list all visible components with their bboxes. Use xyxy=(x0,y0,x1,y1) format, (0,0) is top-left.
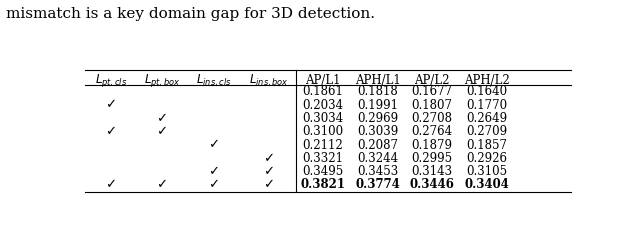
Text: 0.3039: 0.3039 xyxy=(357,125,398,138)
Text: 0.2764: 0.2764 xyxy=(412,125,452,138)
Text: 0.3446: 0.3446 xyxy=(410,179,454,192)
Text: 0.3100: 0.3100 xyxy=(303,125,344,138)
Text: ✓: ✓ xyxy=(263,179,274,192)
Text: 0.2087: 0.2087 xyxy=(357,138,398,151)
Text: 0.1879: 0.1879 xyxy=(412,138,452,151)
Text: 0.2649: 0.2649 xyxy=(466,112,508,125)
Text: 0.1807: 0.1807 xyxy=(412,99,452,112)
Text: 0.3244: 0.3244 xyxy=(357,152,398,165)
Text: ✓: ✓ xyxy=(209,165,220,178)
Text: APH/L1: APH/L1 xyxy=(355,74,401,87)
Text: 0.2926: 0.2926 xyxy=(466,152,508,165)
Text: APH/L2: APH/L2 xyxy=(464,74,509,87)
Text: 0.2969: 0.2969 xyxy=(357,112,398,125)
Text: 0.3821: 0.3821 xyxy=(301,179,346,192)
Text: AP/L1: AP/L1 xyxy=(305,74,340,87)
Text: 0.3774: 0.3774 xyxy=(355,179,400,192)
Text: 0.3404: 0.3404 xyxy=(464,179,509,192)
Text: 0.1677: 0.1677 xyxy=(412,85,452,98)
Text: 0.3034: 0.3034 xyxy=(303,112,344,125)
Text: mismatch is a key domain gap for 3D detection.: mismatch is a key domain gap for 3D dete… xyxy=(6,7,376,21)
Text: ✓: ✓ xyxy=(106,179,116,192)
Text: $L_{ins,box}$: $L_{ins,box}$ xyxy=(248,72,289,89)
Text: ✓: ✓ xyxy=(106,125,116,138)
Text: 0.3105: 0.3105 xyxy=(466,165,508,178)
Text: 0.3453: 0.3453 xyxy=(357,165,398,178)
Text: ✓: ✓ xyxy=(156,125,168,138)
Text: $L_{ins,cls}$: $L_{ins,cls}$ xyxy=(196,72,232,89)
Text: 0.2708: 0.2708 xyxy=(412,112,452,125)
Text: 0.1861: 0.1861 xyxy=(303,85,344,98)
Text: 0.2112: 0.2112 xyxy=(303,138,344,151)
Text: ✓: ✓ xyxy=(209,179,220,192)
Text: 0.3321: 0.3321 xyxy=(303,152,344,165)
Text: ✓: ✓ xyxy=(156,112,168,125)
Text: ✓: ✓ xyxy=(263,165,274,178)
Text: ✓: ✓ xyxy=(156,179,168,192)
Text: $L_{pt,box}$: $L_{pt,box}$ xyxy=(143,72,180,89)
Text: ✓: ✓ xyxy=(209,138,220,151)
Text: 0.1991: 0.1991 xyxy=(357,99,398,112)
Text: AP/L2: AP/L2 xyxy=(415,74,450,87)
Text: ✓: ✓ xyxy=(106,99,116,112)
Text: 0.3143: 0.3143 xyxy=(412,165,452,178)
Text: 0.1818: 0.1818 xyxy=(357,85,398,98)
Text: 0.2034: 0.2034 xyxy=(303,99,344,112)
Text: 0.1640: 0.1640 xyxy=(466,85,508,98)
Text: 0.2709: 0.2709 xyxy=(466,125,508,138)
Text: 0.1857: 0.1857 xyxy=(466,138,508,151)
Text: $L_{pt,cls}$: $L_{pt,cls}$ xyxy=(95,72,127,89)
Text: 0.2995: 0.2995 xyxy=(412,152,452,165)
Text: 0.1770: 0.1770 xyxy=(466,99,508,112)
Text: 0.3495: 0.3495 xyxy=(303,165,344,178)
Text: ✓: ✓ xyxy=(263,152,274,165)
